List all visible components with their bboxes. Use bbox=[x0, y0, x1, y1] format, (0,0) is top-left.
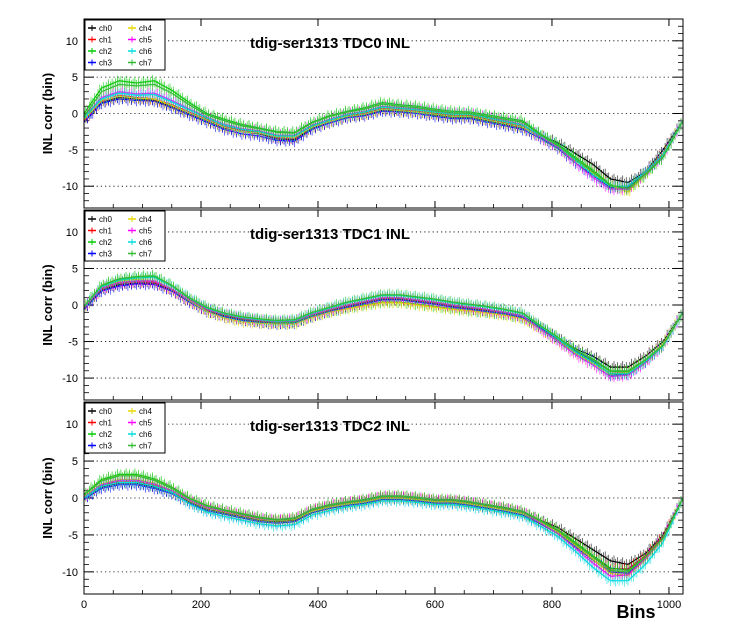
x-tick-label: 200 bbox=[192, 599, 210, 611]
legend-box bbox=[84, 19, 166, 71]
y-tick-label: -10 bbox=[62, 567, 78, 579]
legend-entry: ch2 bbox=[99, 47, 112, 56]
legend: ch0 ch1 ch2 ch3 ch4 ch5 ch6 ch7 bbox=[84, 402, 166, 454]
legend-entry: ch3 bbox=[99, 442, 112, 451]
chart-title: tdig-ser1313 TDC0 INL bbox=[250, 35, 410, 52]
chart-panel-0: -10 -5 0 5 10 tdig-ser1313 TDC0 INL INL corr (… bbox=[40, 18, 684, 209]
legend-entry: ch5 bbox=[139, 419, 152, 428]
y-tick-label: -10 bbox=[62, 373, 78, 385]
legend-entry: ch7 bbox=[139, 250, 152, 259]
y-tick-label: 10 bbox=[66, 227, 78, 239]
y-tick-label: -10 bbox=[62, 181, 78, 193]
y-tick-label: 10 bbox=[66, 419, 78, 431]
chart-panel-1: -10 -5 0 5 10 tdig-ser1313 TDC1 INL INL corr (… bbox=[40, 209, 684, 401]
plot-frame-border bbox=[83, 18, 684, 209]
y-tick-label: -5 bbox=[68, 530, 78, 542]
x-tick-label: 800 bbox=[543, 599, 561, 611]
y-tick-label: 0 bbox=[72, 109, 78, 121]
legend-entry: ch3 bbox=[99, 250, 112, 259]
y-tick-label: 5 bbox=[72, 263, 78, 275]
legend-entry: ch4 bbox=[139, 215, 152, 224]
plot-frame-border bbox=[83, 209, 684, 401]
x-axis-label: Bins bbox=[616, 602, 655, 622]
legend-entry: ch1 bbox=[99, 419, 112, 428]
legend-entry: ch1 bbox=[99, 227, 112, 236]
legend-entry: ch2 bbox=[99, 430, 112, 439]
legend-entry: ch0 bbox=[99, 407, 112, 416]
y-axis-label: INL corr (bin) bbox=[40, 457, 55, 538]
y-tick-label: 5 bbox=[72, 456, 78, 468]
y-tick-label: -5 bbox=[68, 337, 78, 349]
legend-entry: ch6 bbox=[139, 430, 152, 439]
legend: ch0 ch1 ch2 ch3 ch4 ch5 ch6 ch7 bbox=[84, 210, 166, 262]
x-tick-label: 600 bbox=[426, 599, 444, 611]
x-tick-label: 400 bbox=[309, 599, 327, 611]
legend-entry: ch7 bbox=[139, 59, 152, 68]
y-tick-label: 10 bbox=[66, 36, 78, 48]
plot-frame-border bbox=[83, 401, 684, 595]
legend-entry: ch4 bbox=[139, 407, 152, 416]
x-tick-label: 0 bbox=[81, 599, 87, 611]
x-tick-label: 1000 bbox=[657, 599, 681, 611]
chart-title: tdig-ser1313 TDC1 INL bbox=[250, 226, 410, 243]
legend-box bbox=[84, 210, 166, 262]
y-tick-label: 0 bbox=[72, 300, 78, 312]
legend-entry: ch5 bbox=[139, 36, 152, 45]
y-tick-label: 0 bbox=[72, 493, 78, 505]
legend-entry: ch6 bbox=[139, 47, 152, 56]
legend-entry: ch1 bbox=[99, 36, 112, 45]
legend-entry: ch3 bbox=[99, 59, 112, 68]
legend-entry: ch0 bbox=[99, 215, 112, 224]
legend: ch0 ch1 ch2 ch3 ch4 ch5 ch6 ch7 bbox=[84, 19, 166, 71]
chart-title: tdig-ser1313 TDC2 INL bbox=[250, 418, 410, 435]
legend-entry: ch2 bbox=[99, 238, 112, 247]
y-tick-label: -5 bbox=[68, 145, 78, 157]
legend-entry: ch0 bbox=[99, 24, 112, 33]
legend-entry: ch7 bbox=[139, 442, 152, 451]
legend-entry: ch4 bbox=[139, 24, 152, 33]
y-axis-label: INL corr (bin) bbox=[40, 264, 55, 345]
legend-entry: ch5 bbox=[139, 227, 152, 236]
y-tick-label: 5 bbox=[72, 72, 78, 84]
legend-entry: ch6 bbox=[139, 238, 152, 247]
y-axis-label: INL corr (bin) bbox=[40, 73, 55, 154]
chart-panel-2: -10 -5 0 5 10 0 200 400 600 800 1000 tdig-ser1313 T… bbox=[40, 401, 684, 622]
legend-box bbox=[84, 402, 166, 454]
